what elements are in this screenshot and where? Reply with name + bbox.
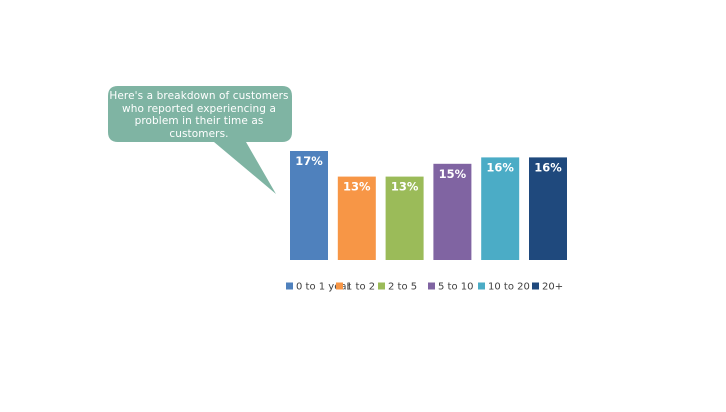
bar-5 <box>529 157 567 260</box>
legend-swatch-3 <box>428 282 435 290</box>
legend-label-1: 1 to 2 <box>346 282 375 293</box>
bar-data-label-2: 13% <box>391 180 419 194</box>
bar-1 <box>337 176 376 260</box>
legend-label-3: 5 to 10 <box>438 282 473 293</box>
bar-data-label-3: 15% <box>439 167 467 181</box>
legend-label-4: 10 to 20 <box>488 282 530 293</box>
legend-swatch-5 <box>532 282 539 290</box>
legend-label-2: 2 to 5 <box>388 282 417 293</box>
legend-label-0: 0 to 1 year <box>296 282 351 293</box>
legend-swatch-2 <box>378 282 385 290</box>
callout-line-1: Here's a breakdown of customers <box>109 90 289 102</box>
callout-line-2: who reported experiencing a <box>122 102 276 115</box>
bars: 17% 13% 13% 15% 16% 16% <box>290 151 567 260</box>
callout-line-3: problem in their time as customers. <box>134 115 264 140</box>
legend-label-5: 20+ <box>542 282 563 293</box>
bar-data-label-4: 16% <box>486 160 514 174</box>
bar-data-label-5: 16% <box>534 160 562 174</box>
bar-data-label-0: 17% <box>295 154 323 168</box>
bar-3 <box>433 163 472 260</box>
legend-swatch-4 <box>478 282 485 290</box>
bar-0 <box>290 151 328 260</box>
callout-shape <box>108 86 292 194</box>
legend-swatch-0 <box>286 282 293 290</box>
callout-bubble <box>108 86 292 194</box>
legend-swatch-1 <box>336 282 343 290</box>
bar-data-label-1: 13% <box>343 180 371 194</box>
callout-text: Here's a breakdown of customers who repo… <box>106 90 292 140</box>
bar-2 <box>385 176 424 260</box>
bar-4 <box>481 157 520 260</box>
